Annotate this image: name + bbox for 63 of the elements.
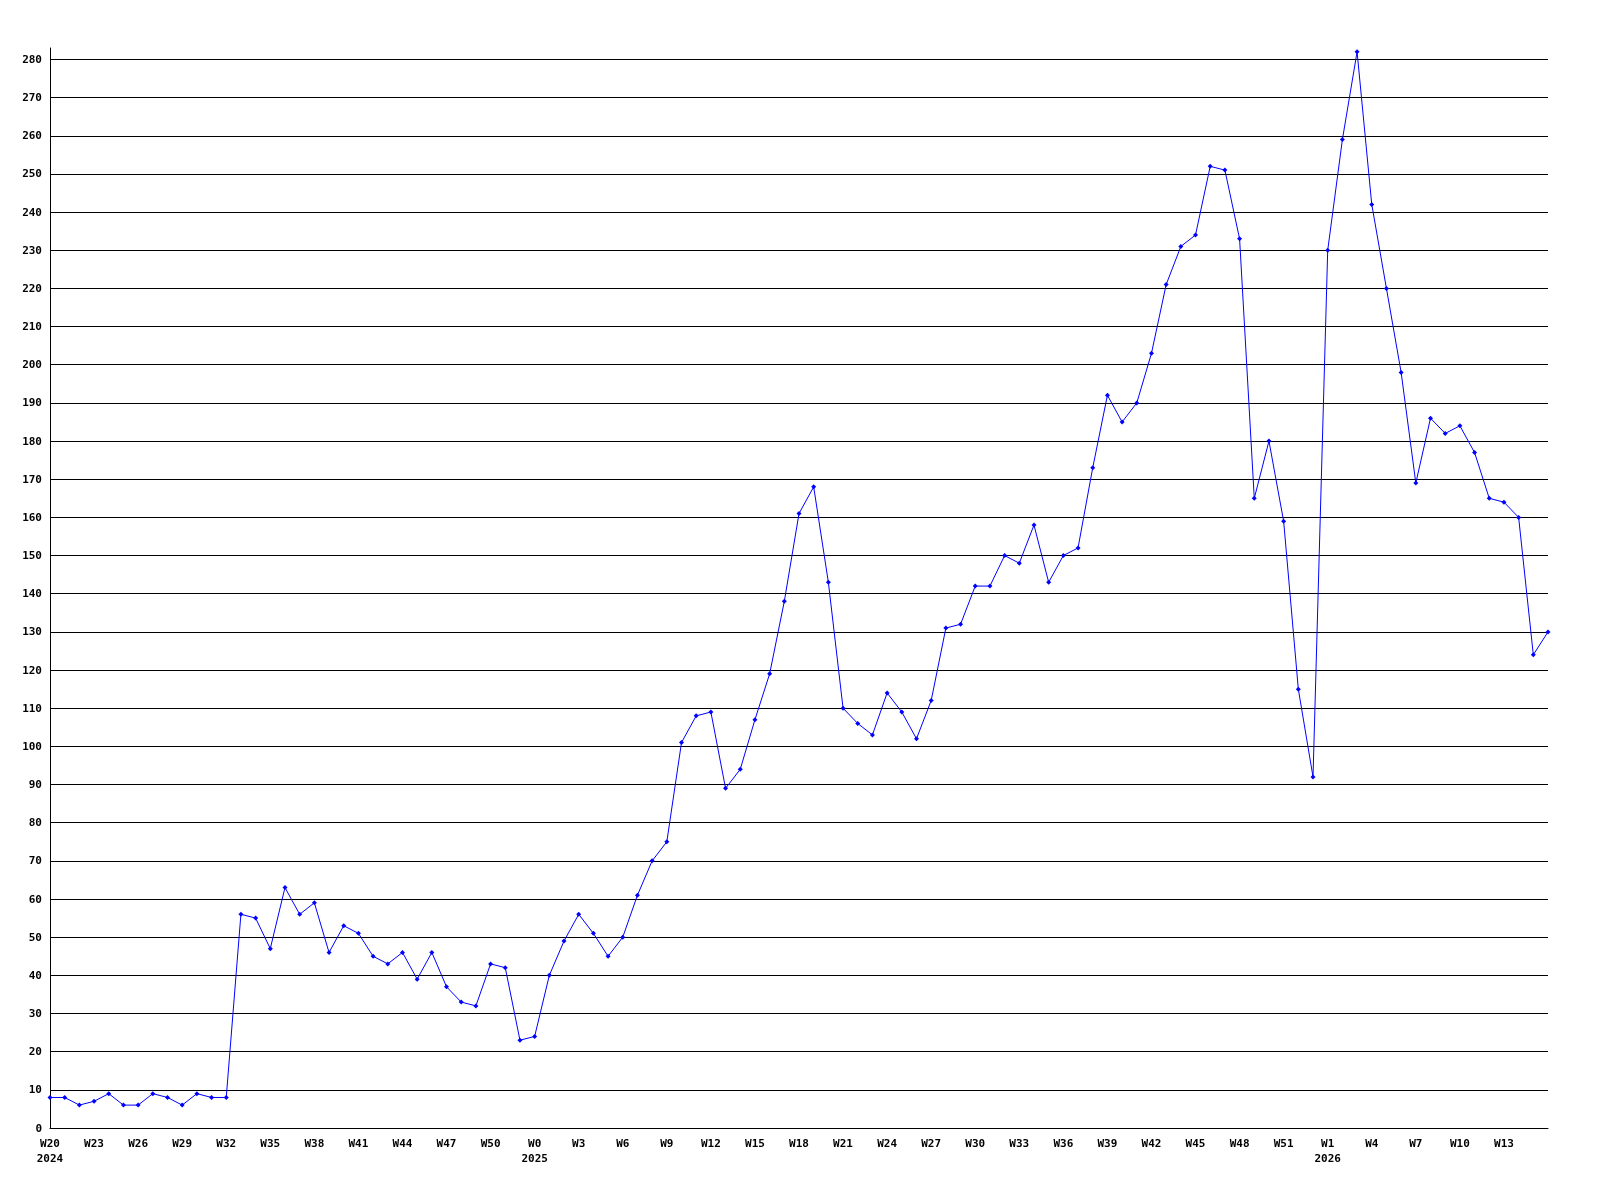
x-tick-label: W50: [480, 1137, 501, 1150]
y-tick-label: 110: [22, 701, 42, 715]
y-tick-label: 50: [28, 930, 42, 944]
x-tick-label: W45: [1185, 1137, 1206, 1150]
x-tick-label: W15: [745, 1137, 765, 1150]
x-tick-label: W29: [172, 1137, 193, 1150]
x-tick-label: W38: [304, 1137, 325, 1150]
y-tick-label: 210: [22, 320, 42, 334]
y-tick-label: 70: [28, 854, 42, 868]
y-tick-label: 190: [22, 396, 42, 410]
x-tick-label: W4: [1365, 1137, 1379, 1150]
y-tick-label: 30: [28, 1007, 42, 1021]
y-tick-label: 0: [35, 1121, 42, 1135]
x-tick-label: W1 2026: [1314, 1137, 1342, 1165]
y-tick-label: 20: [28, 1045, 42, 1059]
x-tick-label: W32: [216, 1137, 237, 1150]
x-tick-label: W39: [1097, 1137, 1118, 1150]
x-tick-label: W0 2025: [521, 1137, 548, 1165]
y-tick-label: 220: [22, 281, 42, 295]
x-tick-label: W10: [1449, 1137, 1470, 1150]
x-tick-label: W21: [833, 1137, 854, 1150]
x-tick-label: W36: [1053, 1137, 1074, 1150]
x-tick-label: W27: [921, 1137, 942, 1150]
y-tick-label: 60: [28, 892, 42, 906]
y-tick-label: 140: [22, 587, 42, 601]
y-tick-label: 160: [22, 510, 42, 524]
x-tick-label: W13: [1494, 1137, 1514, 1150]
y-tick-label: 250: [22, 167, 42, 181]
y-tick-label: 260: [22, 129, 42, 143]
y-tick-label: 270: [22, 91, 42, 105]
x-tick-label: W51: [1273, 1137, 1294, 1150]
x-tick-label: W9: [660, 1137, 674, 1150]
x-tick-label: W20 2024: [36, 1137, 64, 1165]
x-tick-label: W47: [436, 1137, 457, 1150]
x-tick-label: W35: [260, 1137, 281, 1150]
x-tick-label: W12: [700, 1137, 721, 1150]
y-tick-label: 280: [22, 52, 42, 66]
y-tick-label: 40: [28, 968, 42, 982]
x-tick-label: W23: [84, 1137, 104, 1150]
y-tick-label: 200: [22, 358, 42, 372]
y-tick-label: 150: [22, 549, 42, 563]
y-tick-label: 120: [22, 663, 42, 677]
y-tick-label: 10: [28, 1083, 42, 1097]
x-tick-label: W3: [572, 1137, 586, 1150]
y-tick-label: 240: [22, 205, 42, 219]
x-tick-label: W6: [616, 1137, 630, 1150]
x-tick-label: W33: [1009, 1137, 1030, 1150]
y-tick-label: 130: [22, 625, 42, 639]
x-tick-label: W42: [1141, 1137, 1162, 1150]
y-tick-label: 170: [22, 472, 42, 486]
y-tick-label: 100: [22, 739, 42, 753]
x-tick-label: W24: [877, 1137, 898, 1150]
x-tick-label: W44: [392, 1137, 413, 1150]
y-tick-label: 90: [28, 778, 42, 792]
x-tick-label: W7: [1409, 1137, 1423, 1150]
x-tick-label: W48: [1229, 1137, 1250, 1150]
x-tick-label: W30: [965, 1137, 986, 1150]
x-tick-label: W41: [348, 1137, 369, 1150]
y-tick-label: 80: [28, 816, 42, 830]
y-tick-label: 180: [22, 434, 42, 448]
y-tick-label: 230: [22, 243, 42, 257]
x-tick-label: W26: [128, 1137, 149, 1150]
x-tick-label: W18: [789, 1137, 809, 1150]
